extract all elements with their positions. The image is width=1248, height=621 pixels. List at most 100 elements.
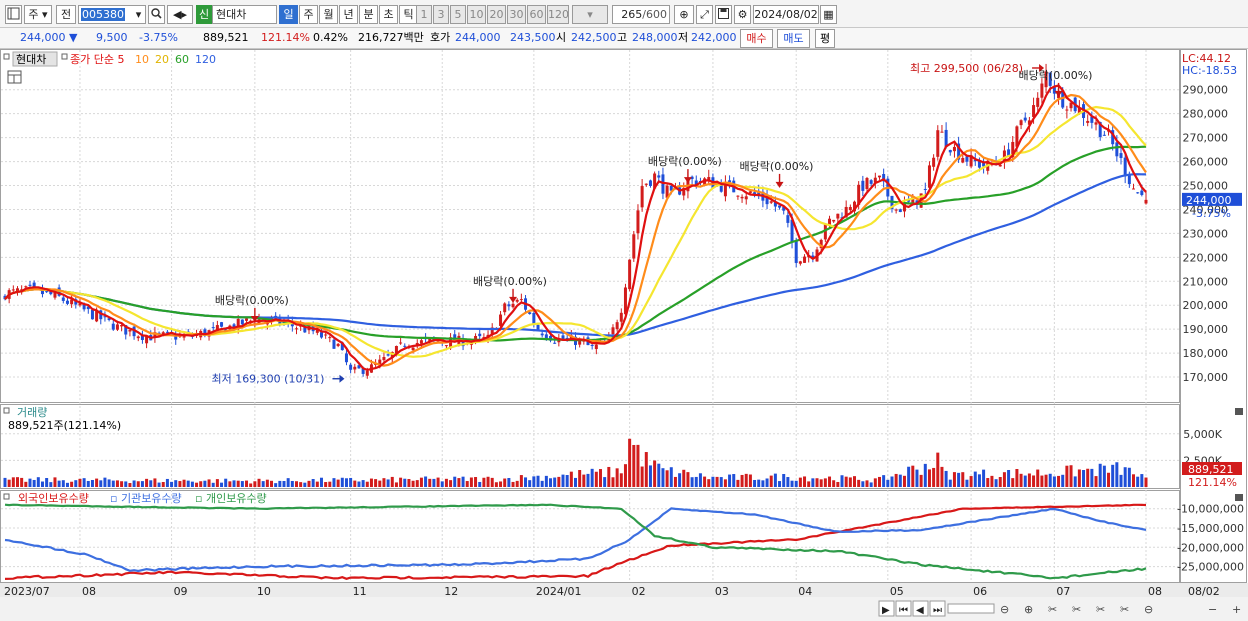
volume-bar [365,481,369,487]
holdings-tick-label: -10,000,000 [1177,503,1244,516]
eval-button[interactable]: 평 [815,29,835,48]
holdings-close-icon [1235,494,1243,501]
crosshair-icon[interactable]: ⊕ [674,5,694,24]
interval-custom-select[interactable]: ▾ [572,5,608,24]
prev-toggle[interactable]: 전 [56,5,76,24]
date-field[interactable]: 2024/08/02 [753,5,819,24]
candle-body [728,180,732,183]
candle-body [474,335,478,340]
calendar-icon[interactable]: ▦ [820,5,837,24]
sound-icon[interactable]: ◀▸ [167,5,193,24]
candle-body [611,327,615,335]
data-count-field[interactable]: 265/600 [612,5,670,24]
candle-body [294,328,298,330]
candle-body [411,347,415,351]
lc-label: LC:44.12 [1182,52,1231,65]
candle-body [782,207,786,211]
candle-body [948,150,952,153]
candle-body [1077,107,1081,114]
interval-button-60[interactable]: 60 [527,5,546,24]
volume-bar [553,477,557,487]
chart-svg[interactable]: 170,000 180,000 190,000 200,000 210,000 220,0… [0,49,1248,621]
volume-bar [378,480,382,487]
volume-bar [15,477,19,487]
candle-body [1007,149,1011,156]
interval-button-120[interactable]: 120 [547,5,569,24]
stock-code-input[interactable]: 005380 [78,5,146,24]
period-button-4[interactable]: 분 [359,5,378,24]
legend-ma-3: 60 [175,53,189,66]
chart-type-icon[interactable] [5,5,22,24]
candle-body [419,340,423,344]
volume-bar [20,477,24,487]
candle-body [853,201,857,212]
volume-bar [374,479,378,487]
period-button-3[interactable]: 년 [339,5,358,24]
volume-bar [623,464,627,487]
interval-button-3[interactable]: 3 [433,5,449,24]
volume-bar [499,481,503,487]
interval-button-5[interactable]: 5 [450,5,466,24]
volume-bar [469,477,473,487]
volume-bar [249,483,253,487]
volume-close-icon [1235,408,1243,415]
chart-area[interactable]: 170,000 180,000 190,000 200,000 210,000 220,0… [0,49,1248,621]
candle-body [977,160,981,168]
volume-bar [145,478,149,487]
volume-bar [253,481,257,487]
volume-bar [640,466,644,487]
new-badge: 신 [196,5,212,24]
interval-button-20[interactable]: 20 [487,5,506,24]
volume-last-pct: 121.14% [1188,476,1237,489]
stock-name-field[interactable]: 현대차 [212,5,277,24]
volume-bar [840,475,844,487]
candle-body [736,195,740,197]
candle-body [786,215,790,223]
candle-body [578,338,582,345]
volume-bar [723,479,727,487]
sell-button[interactable]: 매도 [777,29,810,48]
volume-tick-label: 5,000K [1183,428,1222,441]
candle-body [632,234,636,259]
candle-body [769,201,773,203]
price-value: 244,000 [20,31,66,44]
candle-body [882,174,886,182]
type-select[interactable]: 주 ▾ [24,5,52,24]
dividend-label: 배당락(0.00%) [740,160,814,173]
period-button-5[interactable]: 초 [379,5,398,24]
volume-bar [782,474,786,487]
period-button-1[interactable]: 주 [299,5,318,24]
volume-bar [927,469,931,487]
volume-bar [1048,473,1052,487]
price-tick-label: 260,000 [1183,156,1229,169]
volume-bar [1036,469,1040,487]
buy-button[interactable]: 매수 [740,29,773,48]
candle-body [353,366,357,370]
price-tick-label: 230,000 [1183,227,1229,240]
date-value: 2024/08/02 [754,8,818,21]
draw-tool-icon[interactable]: ⤢ [696,5,713,24]
save-icon[interactable] [715,5,732,24]
volume-bar [1123,467,1127,487]
period-button-2[interactable]: 월 [319,5,338,24]
volume-bar [65,482,69,487]
period-button-0[interactable]: 일 [279,5,298,24]
volume-bar [286,478,290,487]
candle-body [428,338,432,342]
candle-body [86,306,90,310]
volume-bar [1082,470,1086,487]
candle-body [1040,83,1044,98]
volume-bar [911,465,915,487]
interval-button-1[interactable]: 1 [416,5,432,24]
gear-icon[interactable]: ⚙ [734,5,751,24]
search-icon[interactable] [148,5,165,24]
volume-bar [1019,473,1023,487]
trade-amount: 216,727백만 [358,31,424,44]
chevron-down-icon[interactable]: ▾ [132,5,146,24]
interval-button-10[interactable]: 10 [467,5,486,24]
price-tick-label: 250,000 [1183,180,1229,193]
volume-bar [844,476,848,487]
interval-button-30[interactable]: 30 [507,5,526,24]
volume-bar [603,477,607,487]
toolbar: 주 ▾ 전 005380 ▾ ◀▸ 신 현대차 ▾ 265/600 ⊕ ⤢ ⚙ … [0,0,1248,28]
